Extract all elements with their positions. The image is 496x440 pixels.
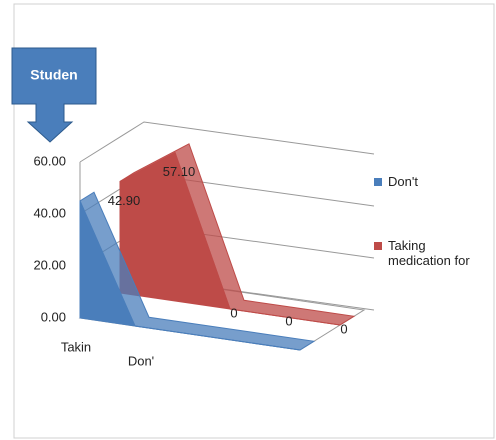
y-tick-label: 0.00 (41, 309, 66, 324)
legend-label: Don't (388, 174, 418, 189)
data-label: 57.10 (163, 164, 196, 179)
area (119, 151, 341, 326)
data-label: 0 (340, 321, 347, 336)
title-callout (11, 47, 97, 143)
legend-swatch (374, 178, 382, 186)
area (79, 200, 301, 351)
x-tick-label: Takin (61, 339, 91, 354)
legend-label: Taking medication for (388, 238, 470, 268)
legend-item: Don't (374, 174, 490, 189)
x-tick-label: Don' (128, 353, 154, 368)
y-tick-label: 40.00 (33, 205, 66, 220)
legend-swatch (374, 242, 382, 250)
chart-title: Studen (30, 67, 77, 83)
grid-line (79, 121, 375, 163)
data-label: 42.90 (108, 193, 141, 208)
y-tick-label: 60.00 (33, 153, 66, 168)
y-tick-label: 20.00 (33, 257, 66, 272)
legend-item: Taking medication for (374, 238, 490, 268)
data-label: 0 (230, 305, 237, 320)
chart-frame (13, 3, 495, 439)
data-label: 0 (285, 313, 292, 328)
